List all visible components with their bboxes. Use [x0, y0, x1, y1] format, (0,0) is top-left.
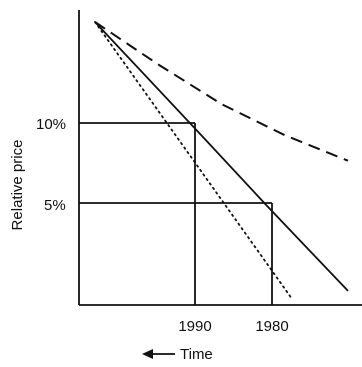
y-tick-label-5: 5% — [44, 197, 66, 214]
x-tick-label-1990: 1990 — [178, 318, 211, 335]
x-tick-label-1980: 1980 — [255, 318, 288, 335]
y-tick-label-10: 10% — [36, 116, 66, 133]
y-axis-label: Relative price — [9, 140, 26, 231]
series-dotted-line — [94, 21, 294, 301]
x-axis-label: Time — [180, 346, 213, 363]
left-arrow-icon — [142, 349, 175, 359]
series-solid-line — [94, 21, 349, 292]
series-dashed-line — [94, 21, 349, 162]
